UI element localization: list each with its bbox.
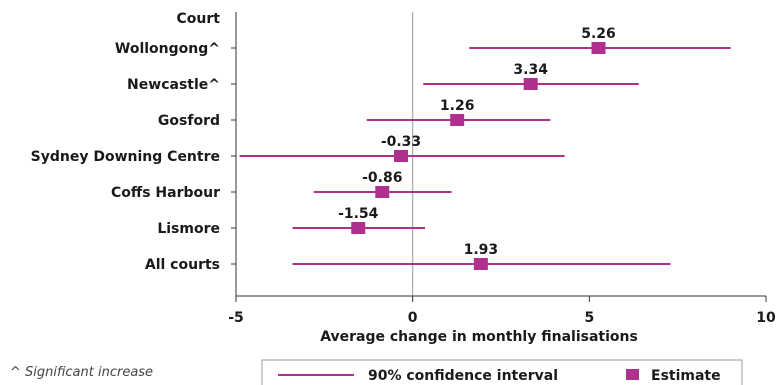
legend-ci-label: 90% confidence interval — [368, 368, 558, 384]
category-label: Coffs Harbour — [111, 185, 220, 201]
legend-estimate-symbol — [626, 369, 639, 380]
x-tick-label: 0 — [408, 310, 418, 326]
category-label: Gosford — [158, 113, 220, 129]
estimate-data-label: 3.34 — [513, 62, 548, 78]
category-label: Newcastle^ — [127, 77, 220, 93]
estimate-data-label: -0.33 — [381, 134, 421, 150]
category-label: Sydney Downing Centre — [31, 149, 220, 165]
estimate-marker — [523, 78, 538, 90]
estimate-marker — [473, 258, 488, 270]
category-column-header: Court — [177, 11, 221, 27]
estimate-data-label: 5.26 — [581, 26, 616, 42]
category-label: All courts — [145, 257, 220, 273]
x-tick-label: -5 — [228, 310, 244, 326]
estimate-data-label: 1.93 — [464, 242, 499, 258]
category-label: Lismore — [157, 221, 220, 237]
x-tick-label: 10 — [756, 310, 776, 326]
estimate-marker — [351, 222, 366, 234]
legend-estimate-label: Estimate — [651, 368, 721, 384]
estimate-data-label: -0.86 — [362, 170, 402, 186]
x-axis-title: Average change in monthly finalisations — [320, 329, 638, 345]
significance-footnote: ^ Significant increase — [10, 365, 153, 380]
legend-box — [261, 359, 743, 385]
estimate-marker — [375, 186, 390, 198]
x-tick-label: 5 — [584, 310, 594, 326]
estimate-marker — [450, 114, 465, 126]
estimate-data-label: -1.54 — [338, 206, 379, 222]
estimate-marker — [591, 42, 606, 54]
estimate-marker — [394, 150, 409, 162]
estimate-data-label: 1.26 — [440, 98, 475, 114]
category-label: Wollongong^ — [115, 41, 220, 57]
